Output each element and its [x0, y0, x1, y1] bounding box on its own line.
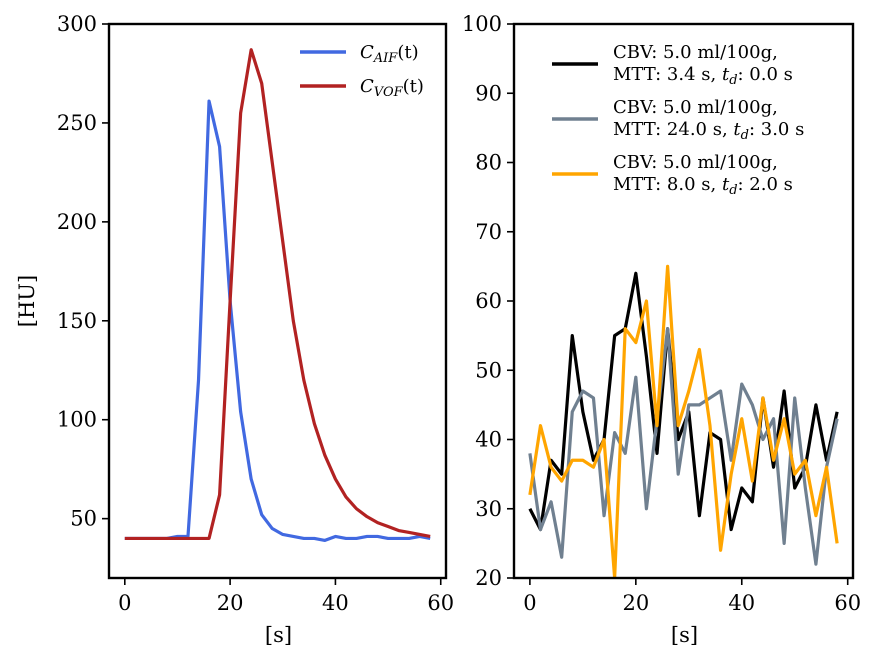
y-tick-label: 80: [475, 151, 502, 175]
series-line-vof: [124, 48, 431, 541]
y-tick-label: 50: [475, 358, 502, 382]
legend-entry-label: CAIF(t): [360, 42, 419, 66]
y-tick-label: 150: [57, 309, 97, 333]
y-tick-label: 70: [475, 220, 502, 244]
legend-entry-line1: CBV: 5.0 ml/100g,: [613, 42, 778, 63]
x-axis-label: [s]: [671, 623, 698, 647]
axes-frame: [107, 22, 448, 580]
x-tick-label: 20: [622, 591, 649, 615]
left-chart-panel: 0 20 40 60 50 100 150 200 250 300 [s] [HU] CAIF(t) CV…: [15, 12, 454, 647]
x-tick-label: 40: [322, 591, 349, 615]
y-tick-label: 100: [462, 12, 502, 36]
y-tick-label: 50: [70, 507, 97, 531]
legend-entry-line2: MTT: 3.4 s, td: 0.0 s: [613, 64, 793, 88]
legend-entry-label: CVOF(t): [360, 76, 424, 100]
y-tick-label: 40: [475, 428, 502, 452]
y-tick-label: 30: [475, 497, 502, 521]
series-line-1: [528, 271, 839, 532]
series-line-aif: [124, 99, 431, 543]
x-tick-label: 0: [118, 591, 131, 615]
series-lines: [124, 48, 431, 543]
y-tick-label: 200: [57, 210, 97, 234]
x-tick-label: 60: [834, 591, 861, 615]
x-tick-label: 20: [217, 591, 244, 615]
right-chart-panel: 0 20 40 60 20 30 40 50 60 70 80 90 100 [s] CBV: 5.0 ml…: [462, 12, 861, 647]
x-tick-label: 60: [427, 591, 454, 615]
series-line-2: [528, 327, 839, 566]
y-tick-label: 60: [475, 289, 502, 313]
legend-entry-line1: CBV: 5.0 ml/100g,: [613, 152, 778, 173]
y-tick-label: 250: [57, 111, 97, 135]
y-tick-label: 20: [475, 566, 502, 590]
legend-entry-line2: MTT: 8.0 s, td: 2.0 s: [613, 174, 793, 198]
legend-entry-line1: CBV: 5.0 ml/100g,: [613, 97, 778, 118]
x-tick-label: 40: [728, 591, 755, 615]
legend: CBV: 5.0 ml/100g,MTT: 3.4 s, td: 0.0 sCB…: [552, 42, 804, 198]
x-axis-label: [s]: [265, 623, 292, 647]
series-line-3: [528, 264, 839, 578]
y-axis-label: [HU]: [15, 275, 39, 327]
y-tick-label: 100: [57, 408, 97, 432]
legend: CAIF(t) CVOF(t): [300, 42, 424, 100]
y-tick-label: 300: [57, 12, 97, 36]
x-tick-label: 0: [523, 591, 536, 615]
legend-entry-line2: MTT: 24.0 s, td: 3.0 s: [613, 119, 804, 143]
y-tick-label: 90: [475, 81, 502, 105]
series-lines: [528, 264, 839, 578]
